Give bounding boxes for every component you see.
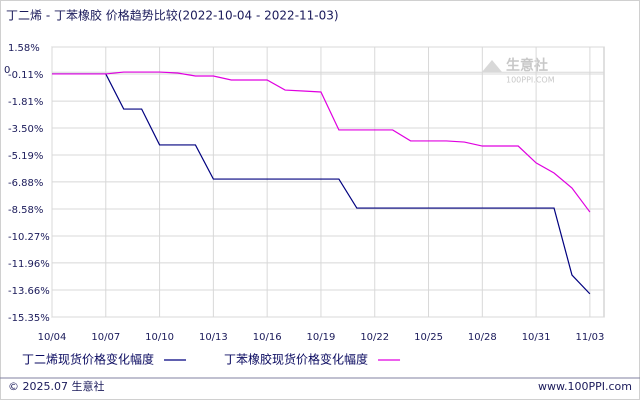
x-tick-label: 10/31 <box>522 332 551 343</box>
series-line <box>52 73 591 295</box>
watermark-sub: 100PPI.COM <box>506 76 555 85</box>
footer-right: www.100PPI.com <box>538 380 632 393</box>
watermark-text: 生意社 <box>506 57 548 74</box>
y-tick-label: -0.11% <box>8 70 43 81</box>
y-tick-label: -6.88% <box>8 178 43 189</box>
y-tick-label: -10.27% <box>8 232 50 243</box>
y-tick-label: 0 <box>4 65 10 76</box>
series-line <box>52 71 591 213</box>
chart-title: 丁二烯 - 丁苯橡胶 价格趋势比较(2022-10-04 - 2022-11-0… <box>6 8 339 23</box>
y-tick-label: 1.58% <box>8 43 40 54</box>
y-tick-label: -5.19% <box>8 151 43 162</box>
x-tick-label: 10/22 <box>360 332 389 343</box>
y-tick-label: -13.66% <box>8 286 50 297</box>
x-tick-label: 10/28 <box>468 332 497 343</box>
x-tick-label: 11/03 <box>575 332 604 343</box>
y-tick-label: -3.50% <box>8 124 43 135</box>
watermark-icon <box>482 60 502 72</box>
y-tick-label: -11.96% <box>8 259 50 270</box>
footer-left: © 2025.07 生意社 <box>8 379 104 393</box>
y-tick-label: -8.58% <box>8 205 43 216</box>
watermark: 生意社 100PPI.COM <box>482 57 555 85</box>
y-tick-label: -15.35% <box>8 313 50 324</box>
x-tick-label: 10/16 <box>253 332 282 343</box>
x-tick-label: 10/13 <box>199 332 228 343</box>
x-tick-label: 10/10 <box>145 332 174 343</box>
x-tick-label: 10/07 <box>91 332 120 343</box>
x-tick-label: 10/04 <box>38 332 67 343</box>
x-tick-label: 10/25 <box>414 332 443 343</box>
legend-label: 丁苯橡胶现货价格变化幅度 <box>224 352 368 367</box>
y-tick-label: -1.81% <box>8 97 43 108</box>
x-tick-label: 10/19 <box>307 332 336 343</box>
legend-label: 丁二烯现货价格变化幅度 <box>22 352 154 367</box>
